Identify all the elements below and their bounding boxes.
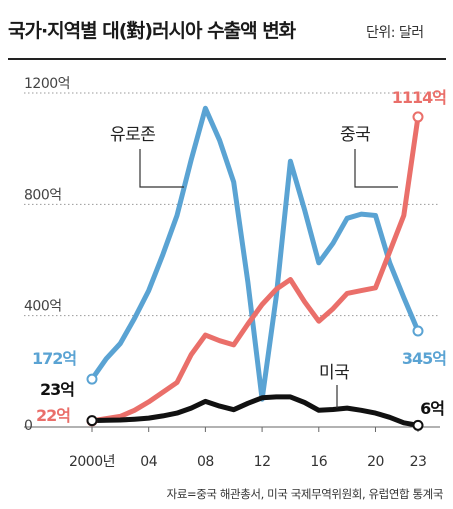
endpoint-marker-eurozone xyxy=(86,373,98,385)
y-tick-label: 400억 xyxy=(24,299,62,315)
series-line-usa xyxy=(89,394,421,428)
annotation-china: 중국 xyxy=(340,125,370,145)
y-tick-label: 1200억 xyxy=(24,76,70,92)
china-end-label: 1114억 xyxy=(392,88,447,107)
usa-start-label: 23억 xyxy=(40,380,74,399)
leader-line-eurozone xyxy=(139,149,184,188)
china-start-label: 22억 xyxy=(36,406,70,425)
chart-title: 국가·지역별 대(對)러시아 수출액 변화 xyxy=(8,20,296,42)
annotation-usa: 미국 xyxy=(319,363,349,383)
title-bar: 국가·지역별 대(對)러시아 수출액 변화 단위: 달러 xyxy=(0,0,453,62)
y-tick-label: 800억 xyxy=(24,187,62,203)
y-tick-label: 0 xyxy=(24,418,32,434)
x-tick-label: 16 xyxy=(310,454,327,470)
source-note: 자료=중국 해관총서, 미국 국제무역위원회, 유럽연합 통계국 xyxy=(166,487,444,501)
endpoint-marker-usa xyxy=(86,415,98,427)
x-tick-label: 20 xyxy=(367,454,384,470)
endpoint-marker-eurozone xyxy=(412,325,424,337)
title-divider xyxy=(8,58,446,60)
x-tick-label: 12 xyxy=(254,454,271,470)
series-line-china xyxy=(89,114,421,424)
usa-end-label: 6억 xyxy=(420,399,444,418)
annotation-eurozone: 유로존 xyxy=(110,125,155,145)
x-tick-label: 2000년 xyxy=(69,454,115,470)
endpoint-marker-usa xyxy=(412,419,424,431)
series-line-eurozone xyxy=(89,105,421,402)
endpoint-marker-china xyxy=(412,111,424,123)
leader-line-china xyxy=(354,149,398,188)
unit-label: 단위: 달러 xyxy=(366,25,424,41)
eurozone-start-label: 172억 xyxy=(32,349,76,368)
eurozone-end-label: 345억 xyxy=(402,349,446,368)
x-tick-label: 08 xyxy=(197,454,214,470)
x-tick-label: 04 xyxy=(140,454,157,470)
x-tick-label: 23 xyxy=(410,454,427,470)
